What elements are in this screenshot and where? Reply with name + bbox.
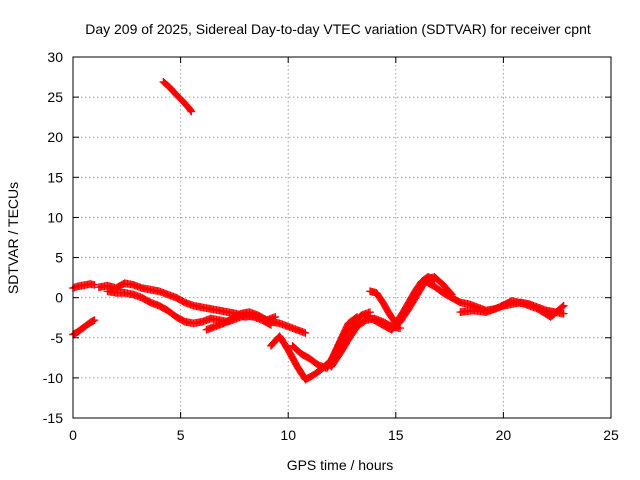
- chart-title: Day 209 of 2025, Sidereal Day-to-day VTE…: [85, 21, 591, 37]
- tick-layer: [72, 56, 612, 419]
- grid-layer: [73, 57, 611, 418]
- x-axis-title: GPS time / hours: [287, 457, 394, 473]
- data-point: [90, 316, 99, 324]
- series-arc-8: [288, 308, 374, 373]
- data-point: [187, 107, 196, 116]
- y-tick-label: 0: [55, 290, 63, 306]
- y-axis-title: SDTVAR / TECUs: [5, 182, 21, 294]
- x-tick-label: 10: [280, 427, 296, 443]
- data-point: [271, 313, 280, 321]
- series-arc-11: [366, 272, 439, 328]
- x-tick-label: 0: [69, 427, 77, 443]
- y-tick-label: -15: [43, 410, 63, 426]
- data-point: [186, 106, 195, 115]
- x-tick-label: 5: [177, 427, 185, 443]
- data-point: [559, 301, 568, 310]
- series-arc-5: [103, 287, 275, 329]
- tick-label-layer: 0 5 10 15 20 25 -15 -10 -5 0 5 10 15 20 25 30: [43, 49, 619, 443]
- y-tick-label: -10: [43, 370, 63, 386]
- y-tick-label: 20: [47, 129, 63, 145]
- data-point: [90, 280, 99, 289]
- series-arc-1: [69, 280, 99, 292]
- series-arc-6: [202, 308, 280, 334]
- y-tick-label: 15: [47, 169, 63, 185]
- data-point: [558, 302, 567, 311]
- y-tick-label: 30: [47, 49, 63, 65]
- data-point: [301, 329, 310, 337]
- series-arc-13: [456, 297, 568, 321]
- series-layer: [69, 78, 568, 384]
- y-tick-label: -5: [51, 330, 64, 346]
- series-arc-3: [159, 78, 196, 116]
- data-point: [267, 321, 275, 329]
- y-tick-label: 5: [55, 250, 63, 266]
- x-tick-label: 15: [388, 427, 404, 443]
- data-point: [430, 276, 439, 284]
- y-tick-label: 10: [47, 209, 63, 225]
- y-tick-label: 25: [47, 89, 63, 105]
- data-point: [559, 309, 568, 318]
- series-arc-4: [94, 279, 310, 337]
- plot-frame: [72, 56, 612, 419]
- series-arc-2: [69, 316, 99, 339]
- x-tick-label: 20: [496, 427, 512, 443]
- data-point: [396, 324, 404, 333]
- x-tick-label: 25: [603, 427, 619, 443]
